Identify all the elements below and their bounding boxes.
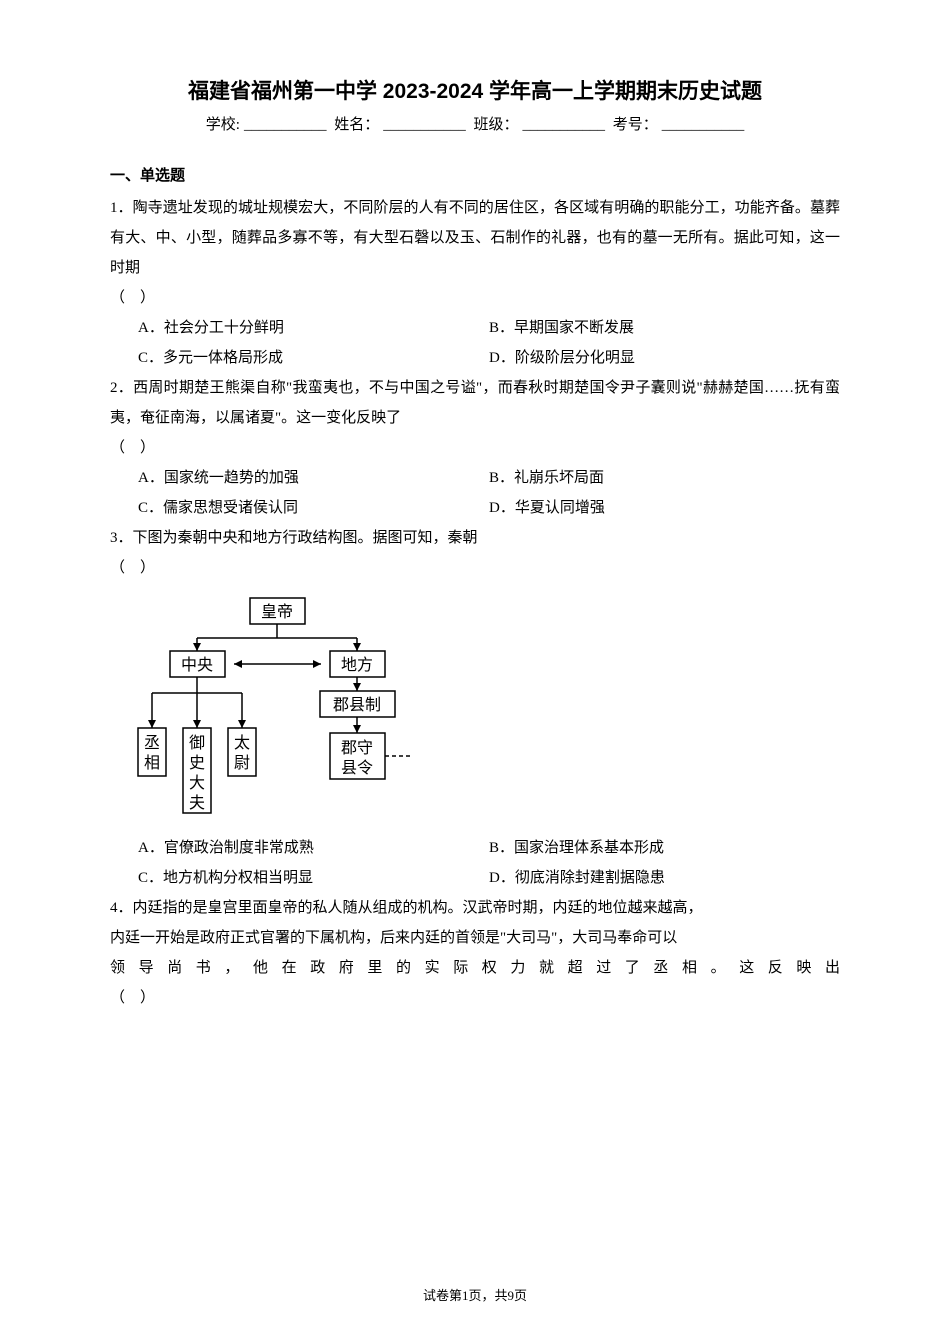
yushi-text1: 御 [189, 734, 205, 752]
local-text: 地方 [341, 656, 373, 674]
exam-title: 福建省福州第一中学 2023-2024 学年高一上学期期末历史试题 [110, 75, 840, 105]
yushi-text4: 夫 [189, 794, 205, 812]
arrow-junxian [353, 683, 361, 691]
arrow-left [234, 660, 242, 668]
taiwei-text2: 尉 [234, 754, 250, 772]
q4-line2: 内廷一开始是政府正式官署的下属机构，后来内廷的首领是"大司马"，大司马奉命可以 [110, 923, 840, 953]
q2-text: 2．西周时期楚王熊渠自称"我蛮夷也，不与中国之号谥"，而春秋时期楚国令尹子囊则说… [110, 373, 840, 433]
q2-options-row2: C．儒家思想受诸侯认同 D．华夏认同增强 [110, 493, 840, 523]
q1-optA: A．社会分工十分鲜明 [138, 313, 489, 343]
q2-options-row1: A．国家统一趋势的加强 B．礼崩乐坏局面 [110, 463, 840, 493]
exam-label: 考号： [613, 117, 658, 133]
emperor-text: 皇帝 [261, 603, 293, 621]
student-info-line: 学校:___________ 姓名：___________ 班级：_______… [110, 113, 840, 134]
q3-paren: （ ） [110, 553, 840, 583]
q2-optA: A．国家统一趋势的加强 [138, 463, 489, 493]
yushi-text2: 史 [189, 754, 205, 772]
q1-paren: （ ） [110, 283, 840, 313]
yushi-text3: 大 [189, 774, 205, 792]
junshou-text: 郡守 [341, 739, 373, 757]
chengxiang-text2: 相 [144, 754, 160, 772]
arrow-taiwei [238, 720, 246, 728]
q3-optC: C．地方机构分权相当明显 [138, 863, 489, 893]
q3-optA: A．官僚政治制度非常成熟 [138, 833, 489, 863]
junxian-text: 郡县制 [333, 696, 381, 714]
q2-optC: C．儒家思想受诸侯认同 [138, 493, 489, 523]
arrow-central [193, 643, 201, 651]
q3-text: 3．下图为秦朝中央和地方行政结构图。据图可知，秦朝 [110, 523, 840, 553]
q1-options-row1: A．社会分工十分鲜明 B．早期国家不断发展 [110, 313, 840, 343]
q1-optD: D．阶级阶层分化明显 [489, 343, 840, 373]
class-blank: ___________ [522, 117, 605, 133]
q1-options-row2: C．多元一体格局形成 D．阶级阶层分化明显 [110, 343, 840, 373]
chengxiang-text1: 丞 [144, 734, 160, 752]
exam-blank: ___________ [662, 117, 745, 133]
q3-options-row1: A．官僚政治制度非常成熟 B．国家治理体系基本形成 [110, 833, 840, 863]
arrow-yushi [193, 720, 201, 728]
arrow-local [353, 643, 361, 651]
name-label: 姓名： [334, 117, 379, 133]
class-label: 班级： [473, 117, 518, 133]
section-header: 一、单选题 [110, 164, 840, 185]
page-footer: 试卷第1页，共9页 [0, 1285, 950, 1304]
central-text: 中央 [181, 656, 213, 674]
q3-optB: B．国家治理体系基本形成 [489, 833, 840, 863]
school-blank: ___________ [244, 117, 327, 133]
q2-optB: B．礼崩乐坏局面 [489, 463, 840, 493]
q4-line1: 4．内廷指的是皇宫里面皇帝的私人随从组成的机构。汉武帝时期，内廷的地位越来越高， [110, 893, 840, 923]
arrow-right [313, 660, 321, 668]
name-blank: ___________ [383, 117, 466, 133]
q1-optB: B．早期国家不断发展 [489, 313, 840, 343]
q2-paren: （ ） [110, 433, 840, 463]
q1-optC: C．多元一体格局形成 [138, 343, 489, 373]
q3-optD: D．彻底消除封建割据隐患 [489, 863, 840, 893]
q2-optD: D．华夏认同增强 [489, 493, 840, 523]
arrow-cheng [148, 720, 156, 728]
taiwei-text1: 太 [234, 734, 250, 752]
q3-diagram: 皇帝 中央 地方 郡县制 丞 [130, 593, 840, 823]
xianling-text: 县令 [341, 759, 373, 777]
school-label: 学校: [206, 117, 240, 133]
q3-options-row2: C．地方机构分权相当明显 D．彻底消除封建割据隐患 [110, 863, 840, 893]
q4-paren: （ ） [110, 983, 840, 1013]
q1-text: 1．陶寺遗址发现的城址规模宏大，不同阶层的人有不同的居住区，各区域有明确的职能分… [110, 193, 840, 283]
org-chart-svg: 皇帝 中央 地方 郡县制 丞 [130, 593, 440, 823]
arrow-junshou [353, 725, 361, 733]
q4-line3: 领导尚书，他在政府里的实际权力就超过了丞相。这反映出 [110, 953, 840, 983]
